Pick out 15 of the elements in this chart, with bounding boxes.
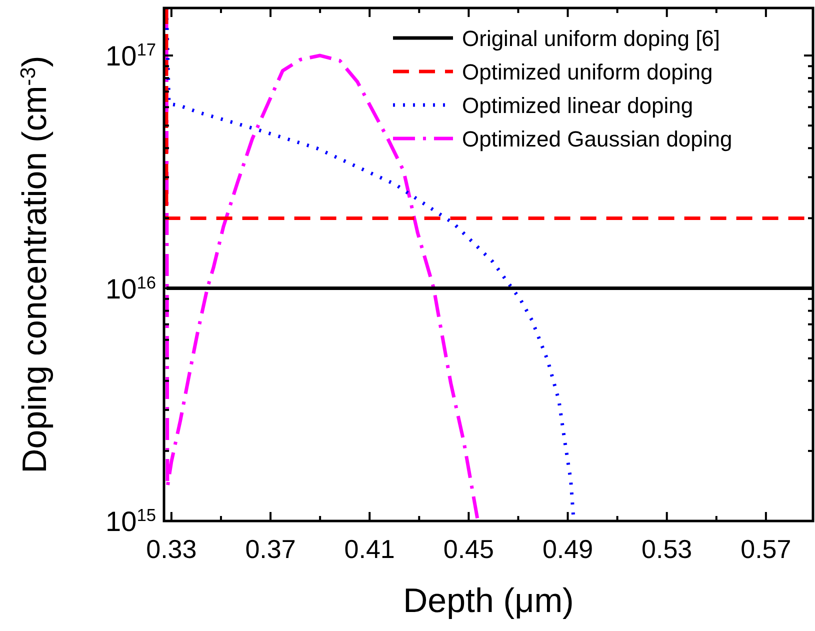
x-tick-label: 0.53 (642, 534, 692, 564)
x-axis-title: Depth (μm) (403, 582, 574, 620)
y-tick-label: 10$^{15}$ (106, 505, 156, 537)
x-tick-label: 0.45 (443, 534, 494, 564)
y-tick-label: 10$^{16}$ (106, 272, 156, 304)
legend-label: Optimized Gaussian doping (462, 126, 732, 152)
x-tick-label: 0.37 (245, 534, 296, 564)
x-tick-label: 0.57 (740, 534, 792, 564)
x-tick-label: 0.49 (542, 534, 594, 564)
x-tick-label: 0.33 (146, 534, 197, 564)
y-tick-label: 10$^{17}$ (106, 40, 156, 72)
legend-label: Optimized linear doping (462, 93, 694, 118)
legend-label: Optimized uniform doping (462, 60, 713, 84)
legend-label: Original uniform doping [6] (462, 26, 720, 51)
x-tick-label: 0.41 (344, 534, 395, 564)
